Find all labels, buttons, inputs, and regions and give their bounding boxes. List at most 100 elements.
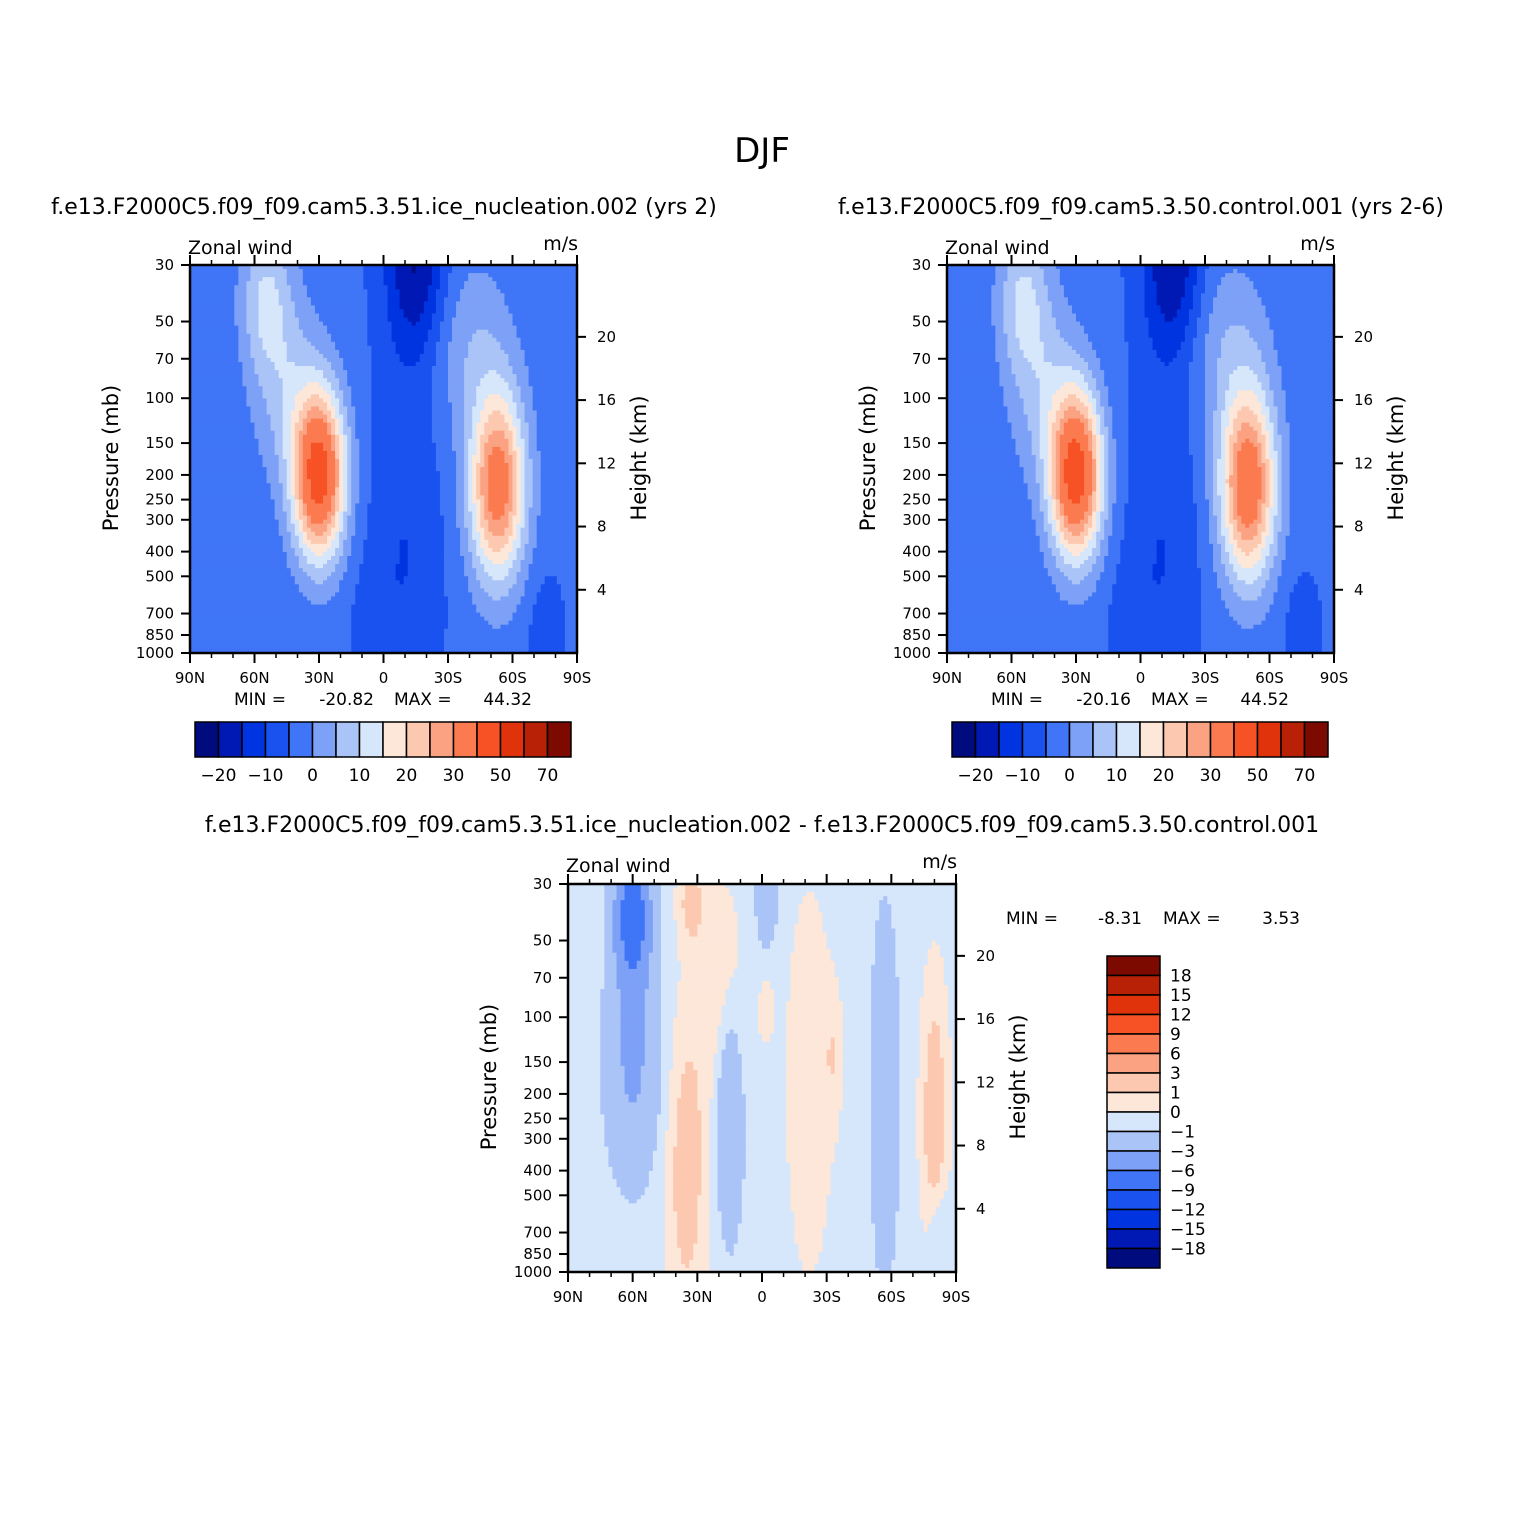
contour-cell <box>250 524 255 529</box>
contour-cell <box>238 402 243 407</box>
contour-cell <box>210 431 215 436</box>
contour-cell <box>351 273 356 278</box>
contour-cell <box>319 394 324 399</box>
contour-cell <box>388 326 393 331</box>
contour-cell <box>347 613 352 618</box>
contour-cell <box>355 641 360 646</box>
contour-cell <box>367 491 372 496</box>
contour-cell <box>214 342 219 347</box>
contour-cell <box>214 297 219 302</box>
contour-cell <box>335 358 340 363</box>
contour-cell <box>198 386 203 391</box>
contour-cell <box>234 495 239 500</box>
contour-cell <box>388 309 393 314</box>
contour-cell <box>371 411 376 416</box>
contour-cell <box>242 358 247 363</box>
contour-cell <box>367 277 372 282</box>
contour-cell <box>238 524 243 529</box>
contour-cell <box>319 600 324 605</box>
contour-cell <box>327 580 332 585</box>
contour-cell <box>263 528 268 533</box>
contour-cell <box>250 495 255 500</box>
contour-cell <box>388 564 393 569</box>
contour-cell <box>299 637 304 642</box>
contour-cell <box>371 499 376 504</box>
contour-cell <box>307 330 312 335</box>
contour-cell <box>363 536 368 541</box>
contour-cell <box>384 346 389 351</box>
contour-cell <box>323 605 328 610</box>
contour-cell <box>315 613 320 618</box>
contour-cell <box>392 617 397 622</box>
contour-cell <box>335 451 340 456</box>
contour-cell <box>202 592 207 597</box>
contour-cell <box>367 499 372 504</box>
contour-cell <box>202 467 207 472</box>
contour-cell <box>291 617 296 622</box>
contour-cell <box>255 596 260 601</box>
contour-cell <box>359 435 364 440</box>
contour-cell <box>214 536 219 541</box>
contour-cell <box>396 463 401 468</box>
contour-cell <box>218 370 223 375</box>
contour-cell <box>363 366 368 371</box>
contour-cell <box>392 556 397 561</box>
contour-cell <box>371 516 376 521</box>
contour-cell <box>230 406 235 411</box>
contour-cell <box>271 503 276 508</box>
contour-cell <box>347 516 352 521</box>
contour-cell <box>267 495 272 500</box>
contour-cell <box>367 613 372 618</box>
contour-cell <box>379 318 384 323</box>
contour-cell <box>283 269 288 274</box>
contour-cell <box>327 479 332 484</box>
contour-cell <box>375 572 380 577</box>
contour-cell <box>202 596 207 601</box>
contour-cell <box>255 289 260 294</box>
contour-cell <box>242 382 247 387</box>
contour-cell <box>371 378 376 383</box>
contour-cell <box>194 572 199 577</box>
contour-cell <box>198 277 203 282</box>
contour-cell <box>202 439 207 444</box>
contour-cell <box>283 576 288 581</box>
contour-cell <box>392 609 397 614</box>
contour-cell <box>263 520 268 525</box>
contour-cell <box>206 645 211 650</box>
contour-cell <box>327 439 332 444</box>
contour-cell <box>255 459 260 464</box>
contour-cell <box>388 479 393 484</box>
contour-cell <box>214 528 219 533</box>
contour-cell <box>307 617 312 622</box>
contour-cell <box>246 322 251 327</box>
contour-cell <box>198 617 203 622</box>
contour-cell <box>299 390 304 395</box>
contour-cell <box>311 309 316 314</box>
contour-cell <box>299 475 304 480</box>
contour-cell <box>218 508 223 513</box>
contour-cell <box>315 322 320 327</box>
contour-cell <box>375 301 380 306</box>
contour-cell <box>351 277 356 282</box>
contour-cell <box>198 491 203 496</box>
contour-cell <box>384 592 389 597</box>
contour-cell <box>375 645 380 650</box>
contour-cell <box>355 621 360 626</box>
contour-cell <box>392 301 397 306</box>
contour-cell <box>367 568 372 573</box>
contour-cell <box>363 281 368 286</box>
contour-cell <box>279 556 284 561</box>
contour-cell <box>303 423 308 428</box>
contour-cell <box>343 358 348 363</box>
contour-cell <box>327 532 332 537</box>
contour-cell <box>267 503 272 508</box>
contour-cell <box>392 269 397 274</box>
contour-cell <box>384 605 389 610</box>
contour-cell <box>291 609 296 614</box>
contour-cell <box>319 289 324 294</box>
contour-cell <box>259 390 264 395</box>
contour-cell <box>299 419 304 424</box>
contour-cell <box>299 423 304 428</box>
contour-cell <box>214 512 219 517</box>
contour-cell <box>303 625 308 630</box>
